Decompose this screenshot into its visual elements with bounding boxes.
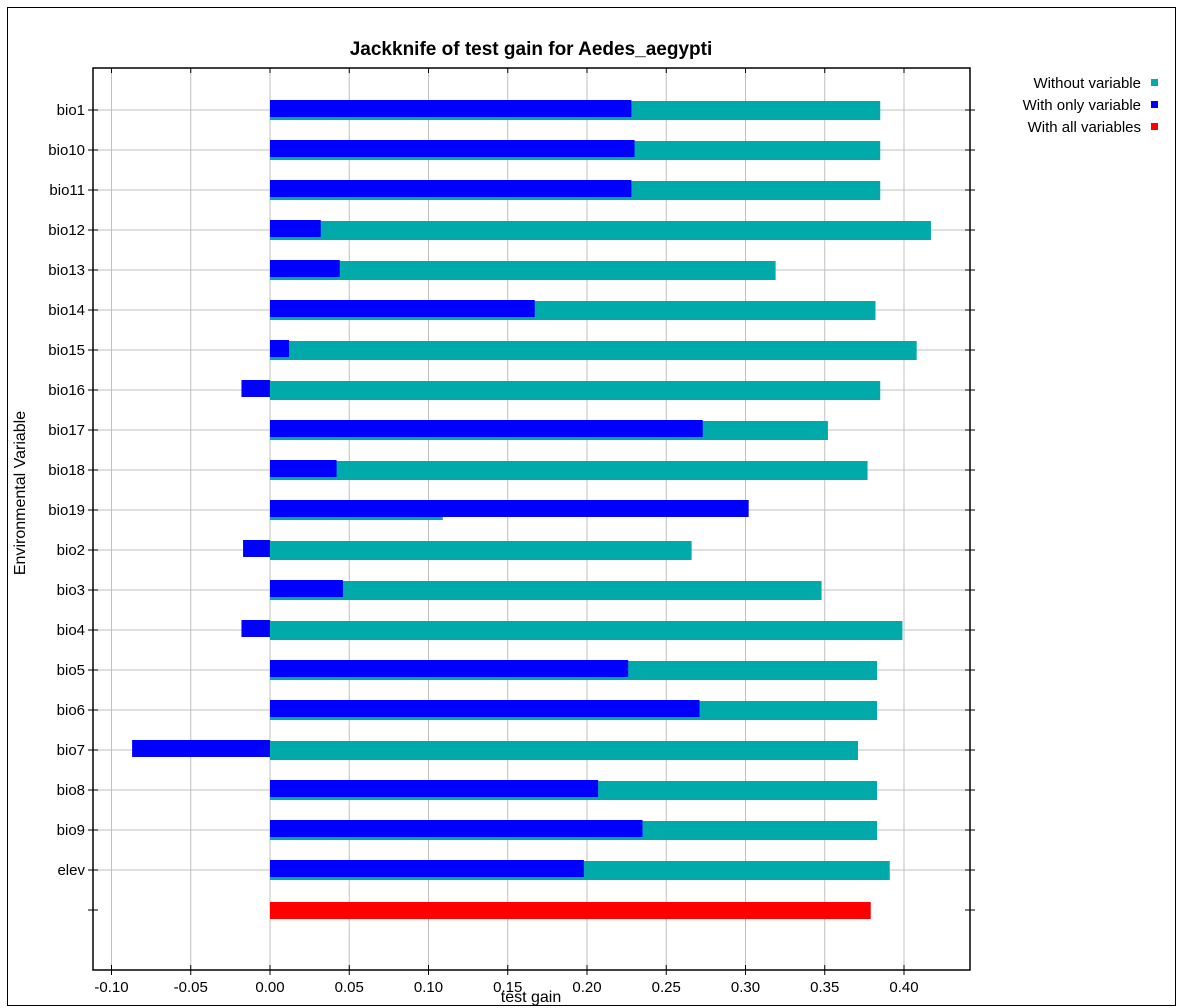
- y-axis-label: Environmental Variable: [12, 411, 29, 575]
- y-tick-label: bio11: [49, 182, 85, 199]
- x-tick-label: 0.15: [493, 979, 522, 996]
- legend-swatch: [1151, 123, 1158, 130]
- x-tick-label: 0.20: [572, 979, 601, 996]
- y-tick-label: bio19: [48, 502, 85, 519]
- y-tick-label: bio7: [57, 742, 85, 759]
- x-tick-label: 0.25: [652, 979, 681, 996]
- bar-without-variable: [270, 741, 859, 760]
- y-tick-label: bio3: [57, 582, 85, 599]
- bar-with-only-variable: [241, 620, 270, 637]
- legend-label: With all variables: [1028, 119, 1141, 136]
- chart-title: Jackknife of test gain for Aedes_aegypti: [350, 39, 713, 60]
- y-tick-label: bio13: [48, 262, 85, 279]
- y-tick-label: bio14: [48, 302, 85, 319]
- bar-with-only-variable: [270, 660, 629, 677]
- legend-label: Without variable: [1033, 75, 1141, 92]
- y-tick-label: bio9: [57, 822, 85, 839]
- y-tick-label: bio6: [57, 702, 85, 719]
- bars: [132, 100, 931, 919]
- bar-without-variable: [270, 381, 881, 400]
- bar-with-only-variable: [270, 140, 635, 157]
- bar-with-only-variable: [270, 420, 703, 437]
- bar-with-only-variable: [270, 340, 290, 357]
- x-axis-label: test gain: [501, 989, 561, 1006]
- bar-with-only-variable: [243, 540, 270, 557]
- y-tick-label: bio2: [57, 542, 85, 559]
- bar-without-variable: [270, 621, 903, 640]
- bar-without-variable: [270, 461, 868, 480]
- bar-with-only-variable: [270, 780, 599, 797]
- y-tick-label: bio12: [48, 222, 85, 239]
- bar-with-only-variable: [270, 820, 643, 837]
- bar-with-only-variable: [270, 700, 700, 717]
- plot-area: [93, 68, 970, 970]
- x-tick-label: -0.05: [174, 979, 208, 996]
- y-tick-label: bio8: [57, 782, 85, 799]
- plot-border: [92, 67, 971, 971]
- y-tick-label: bio18: [48, 462, 85, 479]
- legend: Without variable With only variable With a…: [1023, 75, 1158, 136]
- axis-ticks: -0.10 -0.05 0.00 0.05 0.10 0.15 0.20 0.25 0.30 0.…: [48, 68, 975, 996]
- y-tick-label: bio17: [48, 422, 85, 439]
- bar-with-only-variable: [270, 100, 632, 117]
- legend-label: With only variable: [1023, 97, 1141, 114]
- y-tick-label: bio4: [57, 622, 85, 639]
- y-tick-label: elev: [57, 862, 85, 879]
- bar-with-only-variable: [132, 740, 270, 757]
- bar-without-variable: [270, 221, 931, 240]
- bar-with-only-variable: [270, 220, 321, 237]
- y-tick-label: bio5: [57, 662, 85, 679]
- legend-swatch: [1151, 79, 1158, 86]
- y-tick-label: bio1: [57, 102, 85, 119]
- x-tick-label: 0.30: [731, 979, 760, 996]
- bar-with-all-variables: [270, 902, 871, 919]
- bar-without-variable: [270, 541, 692, 560]
- y-tick-label: bio10: [48, 142, 85, 159]
- bar-with-only-variable: [270, 500, 749, 517]
- bar-without-variable: [270, 581, 822, 600]
- bar-with-only-variable: [270, 460, 337, 477]
- x-tick-label: 0.05: [335, 979, 364, 996]
- x-tick-label: 0.40: [889, 979, 918, 996]
- x-tick-label: 0.35: [810, 979, 839, 996]
- bar-with-only-variable: [270, 260, 340, 277]
- x-tick-label: -0.10: [94, 979, 128, 996]
- legend-swatch: [1151, 101, 1158, 108]
- bar-with-only-variable: [270, 580, 343, 597]
- bar-with-only-variable: [270, 180, 632, 197]
- bar-with-only-variable: [270, 300, 535, 317]
- bar-without-variable: [270, 341, 917, 360]
- y-tick-label: bio16: [48, 382, 85, 399]
- x-tick-label: 0.10: [414, 979, 443, 996]
- x-tick-label: 0.00: [255, 979, 284, 996]
- y-tick-label: bio15: [48, 342, 85, 359]
- bar-with-only-variable: [241, 380, 270, 397]
- bar-without-variable: [270, 261, 776, 280]
- bar-with-only-variable: [270, 860, 584, 877]
